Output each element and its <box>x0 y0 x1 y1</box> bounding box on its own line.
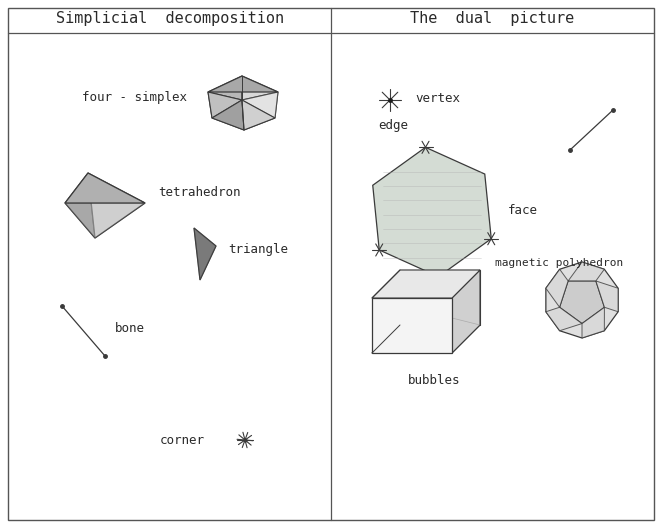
Polygon shape <box>568 262 604 281</box>
Polygon shape <box>400 270 480 325</box>
Polygon shape <box>372 298 452 353</box>
Polygon shape <box>194 228 216 280</box>
Text: The  dual  picture: The dual picture <box>410 12 574 26</box>
Polygon shape <box>208 76 242 100</box>
Text: bone: bone <box>115 322 145 335</box>
Text: magnetic polyhedron: magnetic polyhedron <box>495 258 623 268</box>
Text: vertex: vertex <box>415 91 460 105</box>
Text: Simplicial  decomposition: Simplicial decomposition <box>56 12 284 26</box>
Polygon shape <box>546 262 618 338</box>
Polygon shape <box>582 307 604 338</box>
Polygon shape <box>65 173 95 238</box>
Polygon shape <box>546 307 582 331</box>
Polygon shape <box>559 281 604 324</box>
Polygon shape <box>372 270 480 298</box>
Polygon shape <box>242 76 278 100</box>
Polygon shape <box>194 228 216 280</box>
Polygon shape <box>242 92 278 118</box>
Polygon shape <box>208 76 278 92</box>
Polygon shape <box>242 100 275 130</box>
Polygon shape <box>212 100 244 130</box>
Polygon shape <box>65 203 145 238</box>
Text: corner: corner <box>160 435 205 448</box>
Polygon shape <box>372 325 480 353</box>
Text: bubbles: bubbles <box>408 373 461 386</box>
Polygon shape <box>208 92 242 118</box>
Text: face: face <box>508 203 538 216</box>
Text: edge: edge <box>378 119 408 133</box>
Polygon shape <box>65 173 145 203</box>
Text: tetrahedron: tetrahedron <box>158 185 240 199</box>
Polygon shape <box>546 269 568 307</box>
Polygon shape <box>452 270 480 353</box>
Text: four - simplex: four - simplex <box>82 91 187 105</box>
Polygon shape <box>596 281 618 312</box>
Polygon shape <box>208 92 278 130</box>
Polygon shape <box>88 173 145 238</box>
Text: triangle: triangle <box>228 243 288 257</box>
Polygon shape <box>373 147 491 277</box>
